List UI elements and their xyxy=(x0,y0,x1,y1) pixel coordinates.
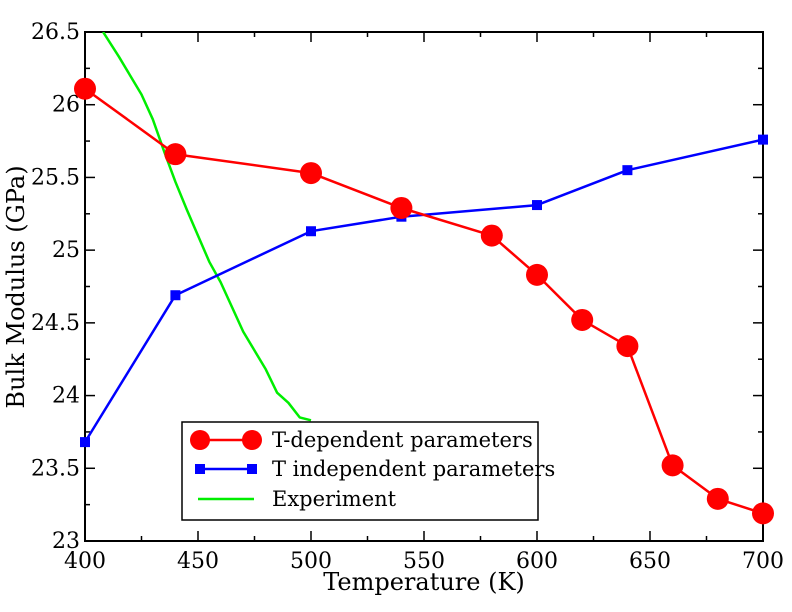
data-point xyxy=(306,226,316,237)
data-point xyxy=(74,77,96,100)
legend-swatch-blue-marker xyxy=(195,464,205,474)
data-point xyxy=(706,487,729,510)
legend-box xyxy=(181,421,539,521)
data-point xyxy=(752,502,774,525)
legend-label-t-dependent: T-dependent parameters xyxy=(272,428,533,452)
legend-item-t-independent: T independent parameters xyxy=(195,457,555,481)
data-point xyxy=(661,454,684,477)
data-point xyxy=(390,196,413,219)
data-point xyxy=(164,143,187,166)
data-point xyxy=(80,437,90,448)
x-tick-label: 550 xyxy=(403,549,445,574)
data-point xyxy=(526,263,548,286)
legend-swatch-red-marker xyxy=(242,430,262,450)
data-point xyxy=(758,134,768,145)
data-point xyxy=(571,308,594,331)
series-t-dependent-parameters xyxy=(74,77,774,525)
y-tick-label: 26 xyxy=(52,93,80,118)
x-tick-label: 600 xyxy=(516,549,558,574)
data-point xyxy=(532,200,542,211)
legend-swatch-red-marker xyxy=(190,430,210,450)
data-point xyxy=(300,162,322,185)
y-tick-label: 25 xyxy=(52,238,80,263)
axis-ticks xyxy=(84,31,764,542)
legend-label-t-independent: T independent parameters xyxy=(272,457,555,481)
y-tick-label: 24 xyxy=(52,384,80,409)
x-tick-label: 650 xyxy=(629,549,671,574)
y-tick-label: 26.5 xyxy=(31,20,80,45)
y-tick-label: 24.5 xyxy=(31,311,80,336)
y-tick-label: 25.5 xyxy=(31,165,80,190)
data-point xyxy=(616,335,639,358)
series-layer xyxy=(74,32,774,525)
x-tick-label: 500 xyxy=(290,549,332,574)
y-axis-label: Bulk Modulus (GPa) xyxy=(2,165,30,408)
legend: T-dependent parameters T independent par… xyxy=(181,421,555,521)
x-tick-label: 700 xyxy=(742,549,784,574)
data-point xyxy=(622,165,633,176)
series-experiment xyxy=(102,32,312,422)
x-tick-labels: 400 450 500 550 600 650 700 xyxy=(64,549,784,574)
y-tick-label: 23.5 xyxy=(31,456,80,481)
legend-swatch-blue-marker xyxy=(247,464,257,474)
series-line xyxy=(83,138,764,443)
series-line xyxy=(102,32,312,422)
y-tick-labels: 23 23.5 24 24.5 25 25.5 26 26.5 xyxy=(31,20,80,554)
x-tick-label: 400 xyxy=(64,549,106,574)
x-axis-label: Temperature (K) xyxy=(323,568,525,596)
y-tick-label: 23 xyxy=(52,529,80,554)
data-point xyxy=(480,224,503,247)
data-point xyxy=(170,290,181,301)
legend-item-experiment: Experiment xyxy=(198,487,397,511)
legend-label-experiment: Experiment xyxy=(272,487,397,511)
x-tick-label: 450 xyxy=(177,549,219,574)
series-t-independent-parameters xyxy=(80,134,768,448)
legend-item-t-dependent: T-dependent parameters xyxy=(190,428,533,452)
